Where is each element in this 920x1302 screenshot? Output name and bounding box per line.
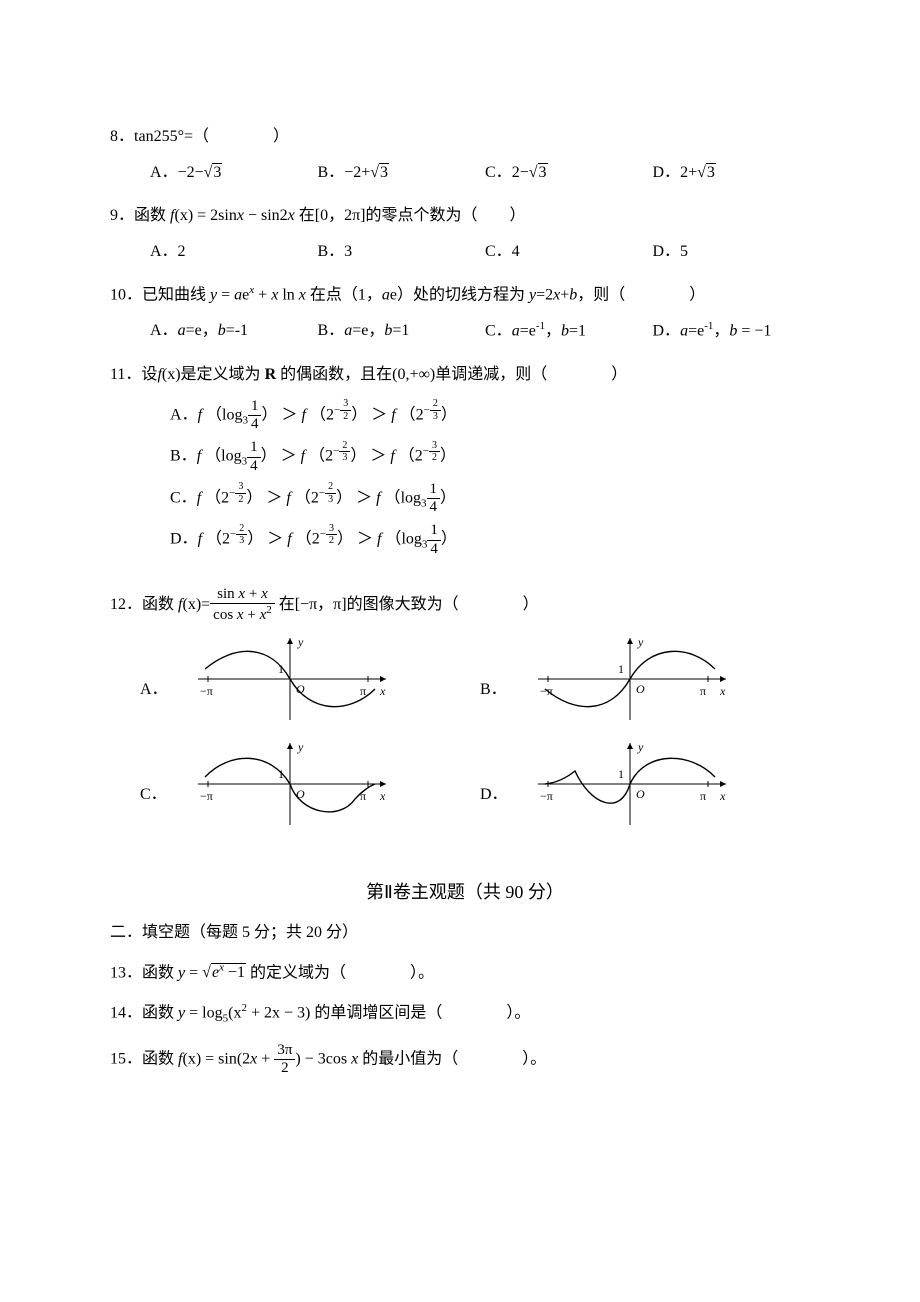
svg-text:y: y bbox=[297, 740, 304, 754]
svg-text:y: y bbox=[637, 740, 644, 754]
q9-opt-C: C．4 bbox=[485, 239, 653, 265]
q12-graph-row: C．Oy1−ππxD．Oy1−ππx bbox=[140, 739, 820, 838]
q11: 11．设f(x)是定义域为 R 的偶函数，且在(0,+∞)单调递减，则（ ） bbox=[110, 362, 820, 388]
svg-text:1: 1 bbox=[618, 662, 624, 676]
q9-opt-A: A．2 bbox=[150, 239, 318, 265]
q12-graph-A: Oy1 −π πx bbox=[190, 634, 390, 733]
q15: 15．函数 f(x) = sin(2x + 3π2) − 3cos x 的最小值… bbox=[110, 1042, 820, 1078]
graph-icon: Oy1 −π πx bbox=[190, 739, 390, 829]
q9-options: A．2 B．3 C．4 D．5 bbox=[110, 239, 820, 265]
q11-opt-D: D．f （2−23） ＞ f （2−32） ＞ f （log314） bbox=[170, 522, 820, 558]
svg-text:−π: −π bbox=[200, 684, 213, 698]
q12: 12．函数 f(x)=sin x + xcos x + x2 在[−π，π]的图… bbox=[110, 586, 820, 625]
q8-stem-b: ） bbox=[273, 128, 289, 145]
q11-opt-A: A．f （log314） ＞ f （2−32） ＞ f （2−23） bbox=[170, 398, 820, 434]
q10-opt-B: B．a=e，b=1 bbox=[318, 318, 486, 344]
q12-graph-C: Oy1 −π πx bbox=[190, 739, 390, 838]
graph-icon: Oy1 −π πx bbox=[190, 634, 390, 724]
q13: 13．函数 y = ex −1 的定义域为（ ）。 bbox=[110, 960, 820, 986]
sqrt-icon: ex −1 bbox=[202, 960, 246, 986]
svg-text:π: π bbox=[700, 684, 706, 698]
svg-text:O: O bbox=[296, 787, 305, 801]
q12-graph-row: A．Oy1−ππxB．Oy1−ππx bbox=[140, 634, 820, 733]
q8: 8．tan255°=（ ） bbox=[110, 124, 820, 150]
q8-opt-D: D．2+3 bbox=[653, 160, 821, 186]
svg-text:−π: −π bbox=[540, 684, 553, 698]
svg-text:1: 1 bbox=[278, 767, 284, 781]
graph-icon: Oy1 −π πx bbox=[530, 634, 730, 724]
svg-text:y: y bbox=[297, 635, 304, 649]
q8-num: 8． bbox=[110, 128, 134, 145]
svg-text:O: O bbox=[296, 682, 305, 696]
svg-text:y: y bbox=[637, 635, 644, 649]
q10-options: A．a=e，b=-1 B．a=e，b=1 C．a=e-1，b=1 D．a=e-1… bbox=[110, 318, 820, 344]
q14: 14．函数 y = log5(x2 + 2x − 3) 的单调增区间是（ ）。 bbox=[110, 1000, 820, 1028]
svg-text:x: x bbox=[719, 684, 726, 698]
q12-opt-label-A: A． bbox=[140, 677, 190, 733]
sqrt-icon: 3 bbox=[370, 160, 389, 186]
q10-opt-A: A．a=e，b=-1 bbox=[150, 318, 318, 344]
svg-text:−π: −π bbox=[200, 789, 213, 803]
fraction: 3π2 bbox=[274, 1042, 295, 1078]
svg-text:O: O bbox=[636, 787, 645, 801]
q10-opt-C: C．a=e-1，b=1 bbox=[485, 318, 653, 344]
svg-text:π: π bbox=[700, 789, 706, 803]
svg-text:π: π bbox=[360, 684, 366, 698]
q9: 9．函数 f(x) = 2sinx − sin2x 在[0，2π]的零点个数为（… bbox=[110, 203, 820, 229]
q12-opt-label-D: D． bbox=[480, 782, 530, 838]
q11-opt-B: B．f （log314） ＞ f （2−23） ＞ f （2−32） bbox=[170, 439, 820, 475]
svg-text:x: x bbox=[379, 789, 386, 803]
q8-options: A．−2−3 B．−2+3 C．2−3 D．2+3 bbox=[110, 160, 820, 186]
q8-stem-a: tan255°=（ bbox=[134, 128, 209, 145]
svg-text:π: π bbox=[360, 789, 366, 803]
svg-text:O: O bbox=[636, 682, 645, 696]
q10-opt-D: D．a=e-1，b = −1 bbox=[653, 318, 821, 344]
q8-opt-A: A．−2−3 bbox=[150, 160, 318, 186]
q12-opt-label-C: C． bbox=[140, 782, 190, 838]
q12-graphs: A．Oy1−ππxB．Oy1−ππxC．Oy1−ππxD．Oy1−ππx bbox=[110, 634, 820, 837]
graph-icon: Oy1 −π πx bbox=[530, 739, 730, 829]
q10: 10．已知曲线 y = aex + x ln x 在点（1，ae）处的切线方程为… bbox=[110, 282, 820, 308]
section-2-title: 第Ⅱ卷主观题（共 90 分） bbox=[110, 878, 820, 907]
sqrt-icon: 3 bbox=[697, 160, 716, 186]
subsection-fill: 二．填空题（每题 5 分；共 20 分） bbox=[110, 920, 820, 946]
q9-opt-D: D．5 bbox=[653, 239, 821, 265]
q8-opt-B: B．−2+3 bbox=[318, 160, 486, 186]
q8-opt-C: C．2−3 bbox=[485, 160, 653, 186]
svg-text:x: x bbox=[379, 684, 386, 698]
svg-text:1: 1 bbox=[278, 662, 284, 676]
q11-options: A．f （log314） ＞ f （2−32） ＞ f （2−23） B．f （l… bbox=[110, 398, 820, 558]
q12-graph-B: Oy1 −π πx bbox=[530, 634, 730, 733]
svg-text:x: x bbox=[719, 789, 726, 803]
svg-text:1: 1 bbox=[618, 767, 624, 781]
q12-opt-label-B: B． bbox=[480, 677, 530, 733]
svg-text:−π: −π bbox=[540, 789, 553, 803]
sqrt-icon: 3 bbox=[204, 160, 223, 186]
sqrt-icon: 3 bbox=[529, 160, 548, 186]
q12-graph-D: Oy1 −π πx bbox=[530, 739, 730, 838]
fraction: sin x + xcos x + x2 bbox=[210, 586, 275, 625]
q11-opt-C: C．f （2−32） ＞ f （2−23） ＞ f （log314） bbox=[170, 481, 820, 517]
q9-opt-B: B．3 bbox=[318, 239, 486, 265]
